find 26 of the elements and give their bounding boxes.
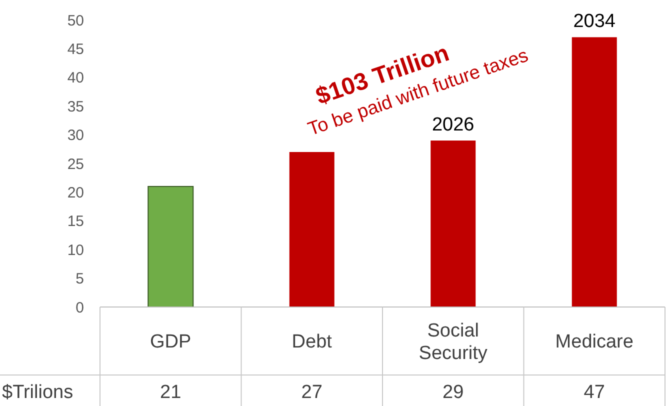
data-label: 21 (160, 382, 182, 404)
bar (572, 37, 617, 307)
bar (289, 152, 334, 307)
y-tick-label: 45 (67, 40, 84, 58)
y-tick-label: 15 (67, 213, 84, 230)
y-tick-label: 35 (67, 98, 84, 116)
y-tick-label: 25 (67, 156, 84, 173)
text: $Trilions (2, 382, 74, 404)
bar (148, 186, 194, 308)
y-tick-label: 50 (67, 12, 84, 30)
x-tick-label: Debt (292, 332, 333, 353)
y-tick-label: 10 (67, 242, 84, 259)
data-label: 47 (584, 382, 605, 404)
data-label: 29 (442, 382, 464, 404)
x-tick-label: Medicare (555, 332, 634, 353)
y-tick-label: 0 (76, 299, 84, 316)
x-tick-label: GDP (150, 332, 192, 353)
y-tick-label: 20 (67, 184, 84, 202)
annotation: 2026 (432, 114, 474, 136)
data-label: 27 (301, 382, 322, 404)
y-tick-label: 5 (76, 270, 84, 288)
y-tick-label: 30 (67, 127, 84, 144)
y-tick-label: 40 (67, 70, 84, 87)
x-tick-label: Social Security (418, 320, 488, 364)
annotation: 2034 (573, 11, 616, 32)
bar (430, 140, 476, 307)
